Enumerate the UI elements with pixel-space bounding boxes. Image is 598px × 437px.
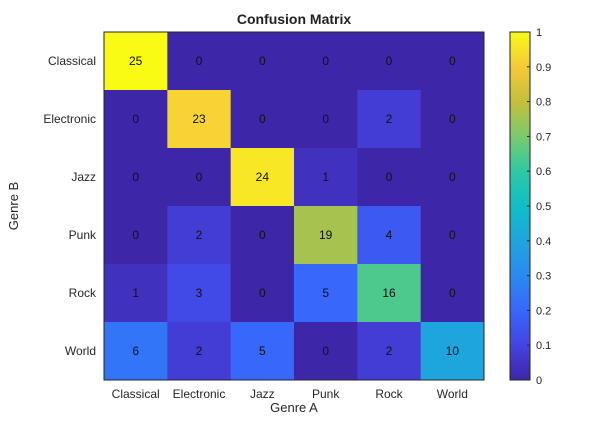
cell-value-label: 10 xyxy=(446,344,460,358)
cell-value-label: 2 xyxy=(196,228,203,242)
cell-value-label: 24 xyxy=(256,170,270,184)
cell-value-label: 2 xyxy=(386,112,393,126)
cell-value-label: 0 xyxy=(449,170,456,184)
colorbar-tick-label: 0.3 xyxy=(536,271,551,283)
cell-value-label: 4 xyxy=(386,228,393,242)
colorbar-tick-label: 0.4 xyxy=(536,236,551,248)
colorbar-tick-label: 0.1 xyxy=(536,340,551,352)
colorbar-tick-label: 0 xyxy=(536,375,542,387)
colorbar-tick-label: 0.8 xyxy=(536,97,551,109)
cell-value-label: 1 xyxy=(322,170,329,184)
cell-value-label: 25 xyxy=(129,54,143,68)
y-tick-label: World xyxy=(65,344,96,358)
cell-value-label: 19 xyxy=(319,228,333,242)
x-tick-label: Punk xyxy=(312,387,340,401)
colorbar-tick-label: 0.2 xyxy=(536,305,551,317)
cell-value-label: 2 xyxy=(196,344,203,358)
colorbar-tick-label: 0.5 xyxy=(536,201,551,213)
cell-value-label: 5 xyxy=(259,344,266,358)
colorbar-tick-label: 0.7 xyxy=(536,131,551,143)
cell-value-label: 0 xyxy=(196,54,203,68)
cell-value-label: 0 xyxy=(449,54,456,68)
heatmap-cells: 25 0 0 0 0 00 23 0 0 2 00 0 24 1 0 00 2 0 19 4 01 3 0 5 16 06 2 5 0 2… xyxy=(104,32,485,381)
cell-value-label: 0 xyxy=(322,54,329,68)
colorbar-tick-label: 0.6 xyxy=(536,166,551,178)
y-axis-label: Genre B xyxy=(6,182,21,230)
y-tick-label: Electronic xyxy=(43,112,96,126)
cell-value-label: 0 xyxy=(322,112,329,126)
cell-value-label: 3 xyxy=(196,286,203,300)
cell-value-label: 0 xyxy=(132,170,139,184)
x-tick-label: Rock xyxy=(375,387,403,401)
cell-value-label: 0 xyxy=(196,170,203,184)
x-tick-label: Classical xyxy=(112,387,160,401)
cell-value-label: 0 xyxy=(449,228,456,242)
chart-title: Confusion Matrix xyxy=(237,11,352,27)
cell-value-label: 16 xyxy=(382,286,396,300)
colorbar-ticks: 0 0.1 0.2 0.3 0.4 0.5 0.6 0.7 0.8 0.9 1 xyxy=(527,27,551,387)
cell-value-label: 1 xyxy=(132,286,139,300)
cell-value-label: 23 xyxy=(192,112,206,126)
cell-value-label: 0 xyxy=(132,112,139,126)
cell-value-label: 0 xyxy=(386,170,393,184)
cell-value-label: 0 xyxy=(259,228,266,242)
x-tick-label: Jazz xyxy=(250,387,275,401)
y-tick-label: Classical xyxy=(48,54,96,68)
cell-value-label: 0 xyxy=(259,112,266,126)
y-tick-labels: Classical Electronic Jazz Punk Rock World xyxy=(43,54,97,358)
cell-value-label: 5 xyxy=(322,286,329,300)
y-tick-label: Rock xyxy=(69,286,97,300)
y-tick-label: Jazz xyxy=(71,170,96,184)
colorbar-tick-label: 0.9 xyxy=(536,62,551,74)
cell-value-label: 0 xyxy=(322,344,329,358)
cell-value-label: 0 xyxy=(449,112,456,126)
cell-value-label: 0 xyxy=(386,54,393,68)
x-tick-label: World xyxy=(437,387,468,401)
y-tick-label: Punk xyxy=(69,228,97,242)
x-axis-label: Genre A xyxy=(270,400,318,415)
x-tick-labels: Classical Electronic Jazz Punk Rock World xyxy=(112,387,468,401)
cell-value-label: 0 xyxy=(259,286,266,300)
cell-value-label: 0 xyxy=(259,54,266,68)
x-tick-label: Electronic xyxy=(173,387,226,401)
cell-value-label: 0 xyxy=(132,228,139,242)
colorbar-tick-label: 1 xyxy=(536,27,542,39)
cell-value-label: 0 xyxy=(449,286,456,300)
cell-value-label: 2 xyxy=(386,344,393,358)
cell-value-label: 6 xyxy=(132,344,139,358)
